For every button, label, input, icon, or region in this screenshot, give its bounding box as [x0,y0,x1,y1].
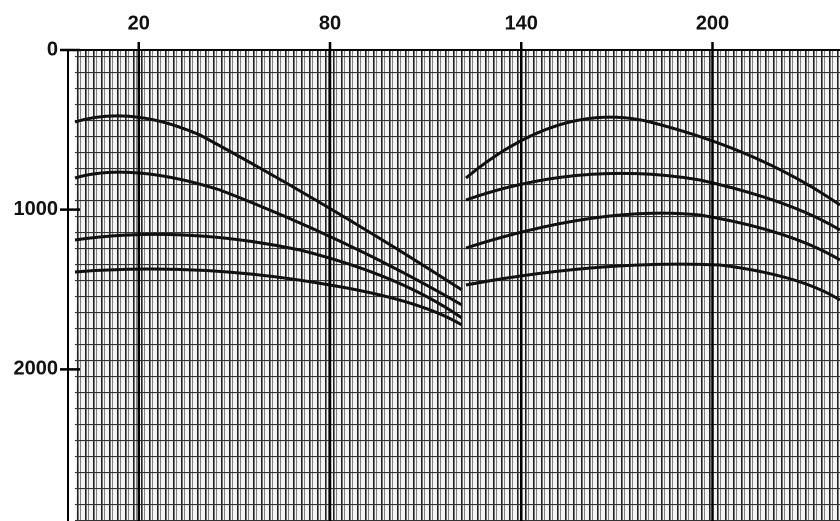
y-tick-label: 0 [47,38,58,60]
x-tick-label: 20 [128,12,150,34]
chart: 2080140200010002000 [0,0,840,521]
x-tick-label: 140 [505,12,538,34]
x-tick-label: 80 [319,12,341,34]
y-tick-label: 1000 [14,198,59,220]
y-tick-label: 2000 [14,358,59,380]
x-tick-label: 200 [696,12,729,34]
